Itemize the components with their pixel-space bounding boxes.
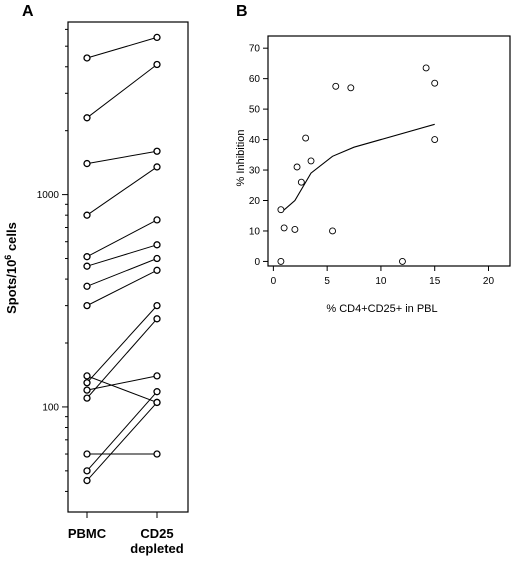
pbmc-point <box>83 262 91 270</box>
y-axis-label-tail: cells <box>4 222 19 255</box>
y-tick-label: 50 <box>249 105 261 116</box>
pair-line <box>86 150 158 165</box>
plot-frame-b <box>267 35 511 267</box>
scatter-point <box>347 84 355 92</box>
pbmc-point <box>83 386 91 394</box>
y-axis-label-b: % Inhibition <box>235 130 247 187</box>
plot-frame-a <box>67 21 189 513</box>
y-tick-label: 70 <box>249 44 261 55</box>
cd25-point <box>153 450 161 458</box>
pbmc-point <box>83 301 91 310</box>
pbmc-point <box>83 54 91 62</box>
scatter-point <box>431 136 439 144</box>
pbmc-point <box>83 159 91 168</box>
pair-line <box>86 64 158 119</box>
pbmc-point <box>83 450 91 458</box>
y-tick-label: 30 <box>249 166 261 177</box>
y-tick-label: 1000 <box>37 190 60 201</box>
scatter-point <box>431 79 439 87</box>
pbmc-point <box>83 253 91 261</box>
x-tick-label: 5 <box>324 276 330 287</box>
panel-label-b: B <box>236 3 248 20</box>
y-ticks-a: 1000 100 <box>37 28 68 492</box>
x-category-label: depleted <box>130 541 184 556</box>
cd25-point <box>153 372 161 380</box>
x-tick-label: 20 <box>483 276 495 287</box>
pbmc-point <box>83 211 91 219</box>
pbmc-point <box>83 467 91 475</box>
scatter-point <box>422 64 430 72</box>
cd25-point <box>153 33 161 42</box>
x-tick-label: 0 <box>271 276 277 287</box>
y-tick-label: 0 <box>254 257 260 268</box>
pair-line <box>86 391 158 472</box>
pair-line <box>86 375 158 391</box>
y-tick-label: 100 <box>42 402 59 413</box>
axes-ticks-b: 0 5 10 15 20 0 10 20 30 40 50 60 70 <box>249 44 495 287</box>
pair-line <box>86 244 158 267</box>
pair-line <box>86 219 158 258</box>
pair-line <box>86 269 158 307</box>
cd25-point <box>153 163 161 171</box>
panel-a: A 1000 100 Spots/106 cells PBMC CD25deplet… <box>3 3 189 556</box>
cd25-point <box>153 254 161 263</box>
cd25-point <box>153 60 161 69</box>
scatter-point <box>297 178 305 186</box>
y-axis-label-main: Spots/10 <box>4 260 19 314</box>
x-category-label: CD25 <box>140 526 173 541</box>
pair-line <box>86 258 158 287</box>
scatter-point <box>277 206 285 214</box>
pbmc-point <box>83 394 91 402</box>
scatter-point <box>293 163 301 171</box>
scatter-point <box>329 227 336 235</box>
cd25-point <box>153 241 161 249</box>
pbmc-point <box>83 114 91 122</box>
pair-line <box>86 402 158 481</box>
y-tick-label: 10 <box>249 226 261 237</box>
pbmc-point <box>83 379 91 387</box>
cd25-point <box>153 301 161 310</box>
pbmc-point <box>83 372 91 380</box>
pair-points <box>83 33 161 485</box>
cd25-point <box>153 147 161 155</box>
panel-label-a: A <box>22 3 34 20</box>
x-tick-label: 10 <box>375 276 387 287</box>
pbmc-point <box>83 282 91 290</box>
cd25-point <box>153 216 161 224</box>
pair-line <box>86 166 158 216</box>
scatter-point <box>280 224 288 232</box>
pair-line <box>86 305 158 384</box>
scatter-point <box>332 82 340 90</box>
cd25-point <box>153 266 161 274</box>
x-tick-label: 15 <box>429 276 441 287</box>
pair-line <box>86 375 158 403</box>
scatter-point <box>291 225 299 233</box>
smooth-curve <box>280 123 435 214</box>
y-axis-label-a: Spots/106 cells <box>3 222 19 314</box>
y-tick-label: 20 <box>249 196 261 207</box>
cd25-point <box>153 388 161 396</box>
y-axis-label-superscript: 6 <box>3 255 13 260</box>
pair-line <box>86 318 158 399</box>
scatter-point <box>277 257 285 265</box>
scatter-points <box>277 64 439 265</box>
scatter-point <box>307 157 315 165</box>
x-category-label: PBMC <box>68 526 107 541</box>
scatter-point <box>302 134 310 142</box>
scatter-point <box>398 257 406 265</box>
pair-lines <box>86 36 158 481</box>
y-tick-label: 40 <box>249 135 261 146</box>
panel-b: B 0 5 10 15 20 0 10 20 30 40 50 60 70 % CD4+CD25+ in… <box>235 3 511 315</box>
pair-line <box>86 36 158 59</box>
pbmc-point <box>83 476 91 485</box>
cd25-point <box>153 398 161 407</box>
y-tick-label: 60 <box>249 74 261 85</box>
cd25-point <box>153 315 161 323</box>
x-axis-label-b: % CD4+CD25+ in PBL <box>326 303 437 315</box>
